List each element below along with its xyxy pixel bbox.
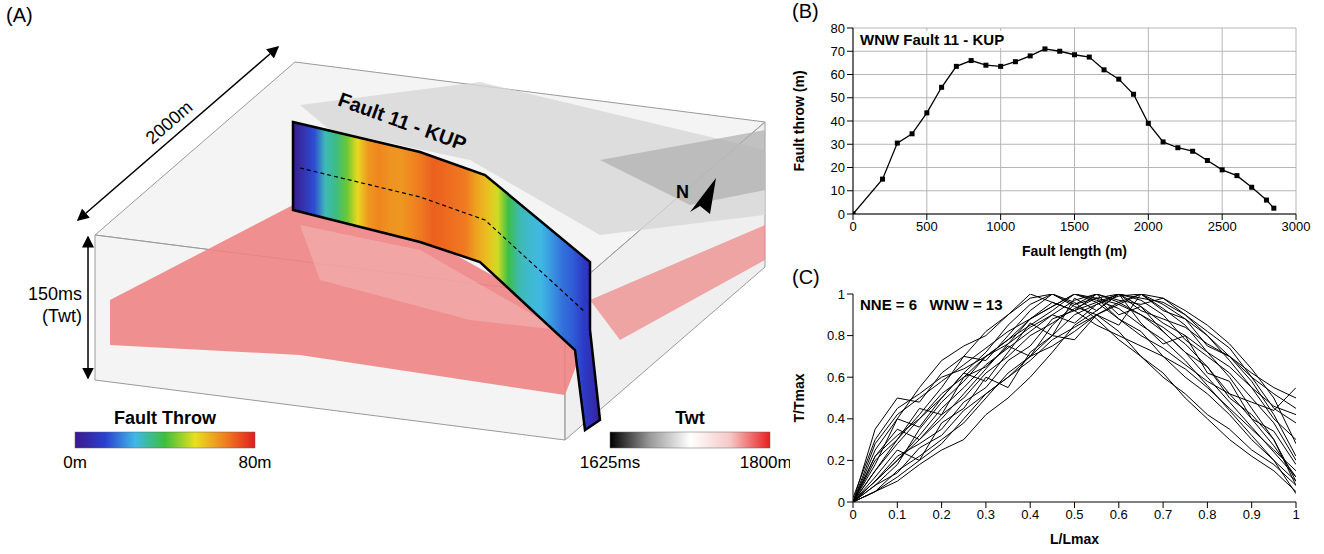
svg-text:L/Lmax: L/Lmax bbox=[1050, 531, 1099, 547]
svg-text:T/Tmax: T/Tmax bbox=[791, 373, 807, 422]
svg-text:0.2: 0.2 bbox=[933, 507, 951, 522]
svg-text:1: 1 bbox=[838, 287, 845, 302]
svg-text:Fault length (m): Fault length (m) bbox=[1022, 243, 1127, 259]
svg-text:0: 0 bbox=[849, 219, 856, 234]
svg-text:0.3: 0.3 bbox=[977, 507, 995, 522]
html-text:(C): (C) bbox=[792, 266, 820, 288]
svg-text:0.1: 0.1 bbox=[888, 507, 906, 522]
svg-text:0m: 0m bbox=[63, 453, 87, 472]
svg-text:0.8: 0.8 bbox=[827, 328, 845, 343]
html-text:(B): (B) bbox=[792, 0, 819, 22]
svg-text:10: 10 bbox=[831, 183, 845, 198]
html-text:NNE = 6 WNW = 13: NNE = 6 WNW = 13 bbox=[860, 296, 1003, 313]
svg-text:80m: 80m bbox=[238, 453, 271, 472]
svg-text:0.6: 0.6 bbox=[1110, 507, 1128, 522]
svg-text:0.7: 0.7 bbox=[1154, 507, 1172, 522]
html-text:WNW Fault 11 - KUP: WNW Fault 11 - KUP bbox=[860, 31, 1005, 48]
svg-text:Twt: Twt bbox=[675, 408, 705, 428]
svg-text:80: 80 bbox=[831, 21, 845, 36]
svg-text:2000: 2000 bbox=[1134, 219, 1163, 234]
svg-text:150ms: 150ms bbox=[28, 284, 82, 304]
svg-text:2500: 2500 bbox=[1208, 219, 1237, 234]
svg-text:50: 50 bbox=[831, 90, 845, 105]
svg-text:1625ms: 1625ms bbox=[580, 453, 640, 472]
svg-text:0.4: 0.4 bbox=[827, 411, 845, 426]
svg-text:0: 0 bbox=[849, 507, 856, 522]
svg-text:70: 70 bbox=[831, 44, 845, 59]
svg-text:0: 0 bbox=[838, 495, 845, 510]
svg-text:Fault 11 - KUP: Fault 11 - KUP bbox=[335, 88, 469, 155]
svg-text:1500: 1500 bbox=[1060, 219, 1089, 234]
svg-text:0.6: 0.6 bbox=[827, 370, 845, 385]
svg-text:30: 30 bbox=[831, 137, 845, 152]
svg-text:Fault Throw: Fault Throw bbox=[114, 408, 217, 428]
svg-text:(A): (A) bbox=[6, 4, 33, 26]
svg-text:Fault throw (m): Fault throw (m) bbox=[791, 70, 807, 171]
svg-text:1000: 1000 bbox=[986, 219, 1015, 234]
svg-text:0.2: 0.2 bbox=[827, 453, 845, 468]
svg-text:(Twt): (Twt) bbox=[42, 306, 82, 326]
svg-text:3000: 3000 bbox=[1282, 219, 1311, 234]
svg-text:0.8: 0.8 bbox=[1198, 507, 1216, 522]
svg-text:0.9: 0.9 bbox=[1243, 507, 1261, 522]
svg-text:20: 20 bbox=[831, 160, 845, 175]
svg-text:60: 60 bbox=[831, 67, 845, 82]
svg-text:2000m: 2000m bbox=[142, 97, 197, 148]
svg-text:1: 1 bbox=[1292, 507, 1299, 522]
svg-text:500: 500 bbox=[916, 219, 938, 234]
svg-text:0.5: 0.5 bbox=[1065, 507, 1083, 522]
svg-text:1800ms: 1800ms bbox=[740, 453, 790, 472]
svg-text:0: 0 bbox=[838, 207, 845, 222]
svg-text:40: 40 bbox=[831, 114, 845, 129]
svg-text:0.4: 0.4 bbox=[1021, 507, 1039, 522]
svg-text:N: N bbox=[676, 182, 689, 202]
